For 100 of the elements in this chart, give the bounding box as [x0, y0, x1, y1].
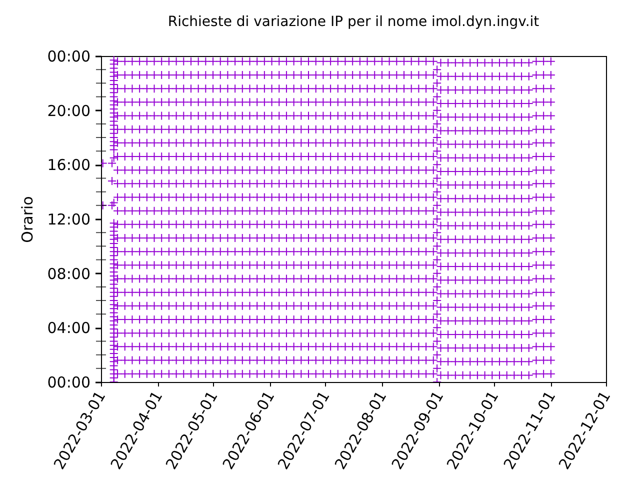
point: [333, 179, 342, 188]
point: [406, 288, 416, 297]
point: [245, 220, 254, 229]
point: [414, 206, 424, 216]
point: [524, 316, 534, 326]
point: [260, 301, 269, 310]
point: [142, 369, 152, 378]
point: [400, 288, 408, 297]
point: [510, 316, 519, 326]
point: [223, 138, 232, 148]
point: [318, 152, 328, 162]
point: [355, 111, 364, 120]
point: [340, 192, 350, 202]
point: [362, 98, 372, 107]
point: [252, 56, 262, 66]
point: [252, 356, 262, 365]
point: [194, 369, 203, 378]
point: [340, 234, 350, 243]
point: [414, 220, 424, 229]
point: [333, 288, 342, 297]
point: [274, 288, 284, 297]
point: [494, 194, 504, 204]
point: [223, 152, 232, 162]
point: [377, 369, 386, 378]
point: [444, 302, 453, 312]
point: [377, 288, 386, 297]
point: [546, 328, 556, 338]
point: [128, 206, 137, 216]
point: [326, 56, 336, 66]
point: [216, 206, 225, 216]
point: [296, 369, 306, 378]
point: [444, 72, 453, 81]
point: [444, 140, 453, 149]
point: [326, 179, 336, 188]
point: [510, 262, 519, 272]
point: [252, 84, 262, 94]
point: [318, 220, 328, 229]
point: [377, 138, 386, 148]
point: [450, 208, 460, 217]
point: [142, 84, 152, 94]
point: [348, 274, 358, 284]
y-tick-label: 12:00: [47, 210, 90, 228]
point: [406, 111, 416, 120]
point: [150, 56, 159, 66]
point: [179, 220, 188, 229]
point: [289, 98, 298, 107]
point: [260, 56, 269, 66]
point: [458, 194, 468, 204]
point: [194, 192, 203, 202]
point: [216, 84, 225, 94]
point: [370, 356, 380, 365]
point: [289, 260, 298, 270]
point: [260, 247, 269, 256]
point: [274, 138, 284, 148]
point: [539, 124, 548, 134]
point: [428, 206, 438, 216]
point: [245, 369, 254, 378]
point: [422, 288, 431, 297]
point: [311, 288, 320, 297]
point: [333, 247, 342, 256]
point: [274, 220, 284, 229]
point: [524, 194, 534, 204]
point: [267, 220, 276, 229]
point: [384, 124, 394, 134]
point: [267, 179, 276, 188]
point: [230, 260, 240, 270]
point: [510, 248, 519, 258]
point: [128, 274, 137, 284]
point: [238, 301, 247, 310]
point: [532, 260, 541, 270]
point: [318, 315, 328, 324]
point: [282, 166, 291, 175]
point: [539, 328, 548, 338]
point: [422, 369, 431, 378]
point: [289, 328, 298, 338]
point: [532, 342, 541, 352]
point: [282, 138, 291, 148]
point: [377, 260, 386, 270]
point: [142, 274, 152, 284]
point: [150, 356, 159, 365]
point: [245, 301, 254, 310]
point: [444, 234, 453, 244]
point: [406, 220, 416, 229]
point: [282, 356, 291, 365]
point: [120, 138, 130, 148]
point: [377, 342, 386, 352]
point: [201, 288, 210, 297]
point: [289, 124, 298, 134]
point: [201, 260, 210, 270]
point: [502, 370, 512, 380]
point: [472, 153, 482, 162]
point: [392, 342, 402, 352]
point: [400, 192, 408, 202]
point: [362, 138, 372, 148]
point: [318, 111, 328, 120]
point: [400, 260, 408, 270]
point: [488, 126, 497, 136]
point: [539, 260, 548, 270]
point: [252, 124, 262, 134]
point: [296, 56, 306, 66]
